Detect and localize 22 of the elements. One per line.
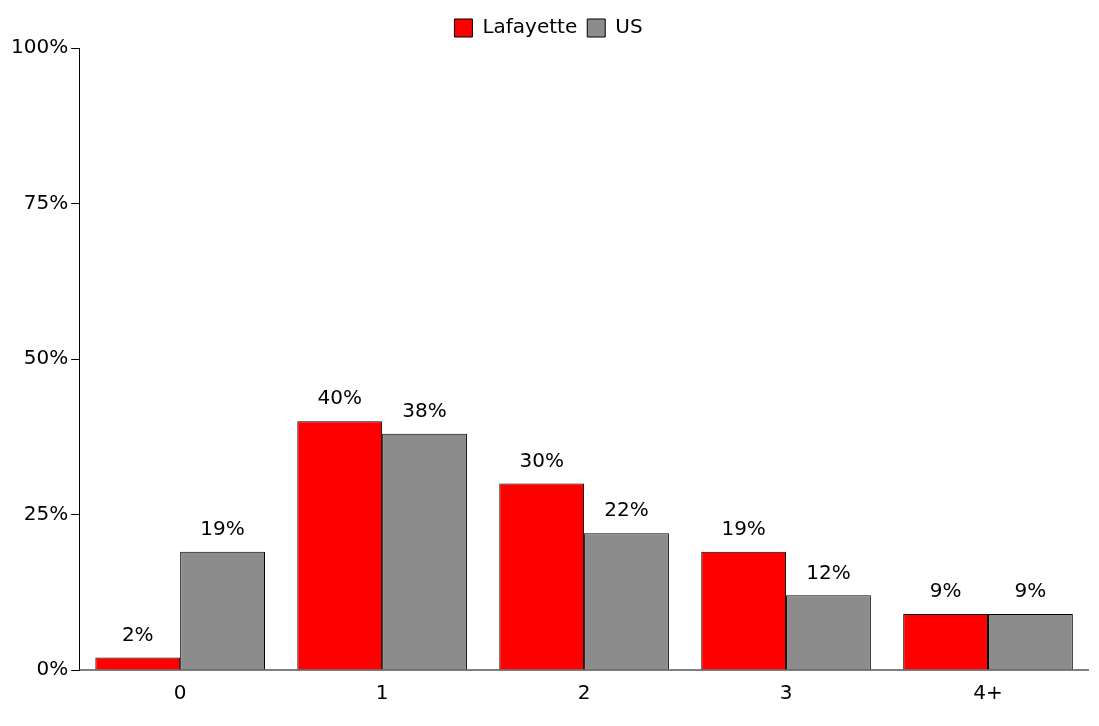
x-tick-label: 0	[173, 680, 187, 705]
y-tick-label: 75%	[23, 189, 69, 214]
data-label: 19%	[200, 516, 245, 541]
y-tick-label: 25%	[23, 500, 69, 525]
data-label: 40%	[317, 385, 362, 410]
x-tick-label: 1	[375, 680, 389, 705]
data-label: 12%	[806, 559, 851, 584]
data-label: 30%	[519, 447, 564, 472]
legend-label: Lafayette	[482, 14, 578, 39]
data-label: 9%	[1014, 578, 1047, 603]
x-tick-label: 3	[779, 680, 793, 705]
x-tick-label: 4+	[973, 680, 1003, 705]
data-label: 38%	[402, 397, 447, 422]
y-tick-label: 50%	[23, 345, 69, 370]
x-tick-label: 2	[577, 680, 591, 705]
data-label: 9%	[929, 578, 962, 603]
data-label: 2%	[121, 621, 154, 646]
data-label: 22%	[604, 497, 649, 522]
legend-label: US	[615, 14, 643, 39]
y-tick-label: 0%	[36, 656, 69, 681]
y-tick-label: 100%	[10, 34, 69, 59]
data-label: 19%	[721, 516, 766, 541]
